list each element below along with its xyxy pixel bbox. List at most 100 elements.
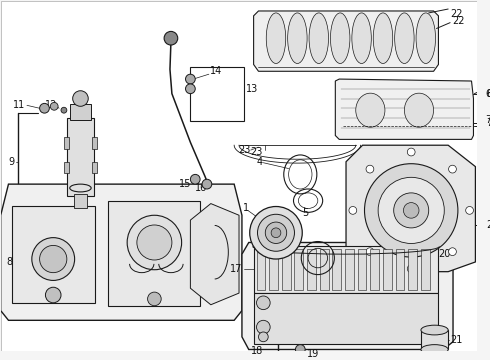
Text: 17: 17 — [230, 264, 242, 274]
Bar — [408, 249, 417, 290]
Ellipse shape — [394, 13, 414, 63]
Text: 18: 18 — [251, 346, 263, 356]
Circle shape — [137, 225, 172, 260]
Circle shape — [46, 287, 61, 303]
Bar — [358, 249, 367, 290]
Circle shape — [40, 246, 67, 273]
Text: 23: 23 — [238, 145, 250, 155]
Circle shape — [32, 238, 74, 280]
Text: 14: 14 — [210, 66, 222, 76]
Bar — [92, 138, 97, 149]
Bar — [67, 118, 94, 196]
Circle shape — [257, 296, 270, 310]
Circle shape — [448, 165, 456, 173]
Bar — [345, 249, 354, 290]
Bar — [74, 194, 87, 208]
Circle shape — [40, 103, 49, 113]
Ellipse shape — [309, 13, 328, 63]
Circle shape — [407, 265, 415, 273]
Circle shape — [366, 165, 374, 173]
Bar — [274, 354, 282, 358]
Circle shape — [147, 292, 161, 306]
Text: 16: 16 — [195, 183, 207, 193]
Ellipse shape — [266, 13, 286, 63]
Circle shape — [259, 332, 268, 342]
Bar — [254, 246, 439, 293]
Text: 5: 5 — [302, 208, 309, 218]
Bar — [64, 162, 69, 174]
Circle shape — [403, 203, 419, 218]
Ellipse shape — [416, 13, 436, 63]
Circle shape — [202, 179, 212, 189]
Text: 21: 21 — [450, 335, 463, 345]
Bar — [254, 293, 439, 344]
Bar — [92, 162, 97, 174]
Circle shape — [257, 320, 270, 334]
Text: 13: 13 — [246, 84, 258, 94]
Bar — [307, 249, 316, 290]
Ellipse shape — [352, 13, 371, 63]
Ellipse shape — [330, 13, 350, 63]
Bar — [70, 104, 91, 120]
Circle shape — [448, 248, 456, 256]
Circle shape — [61, 107, 67, 113]
Ellipse shape — [373, 13, 392, 63]
Text: 6: 6 — [485, 89, 490, 99]
Bar — [108, 201, 200, 306]
Ellipse shape — [356, 93, 385, 127]
Circle shape — [378, 177, 444, 243]
Circle shape — [50, 102, 58, 110]
Text: 22: 22 — [452, 16, 465, 26]
Text: 4: 4 — [257, 157, 263, 167]
Ellipse shape — [404, 93, 434, 127]
Circle shape — [365, 164, 458, 257]
Text: 6: 6 — [486, 89, 490, 99]
Bar — [332, 249, 341, 290]
Text: 23: 23 — [251, 147, 263, 157]
Polygon shape — [191, 204, 239, 305]
Ellipse shape — [421, 345, 448, 354]
Text: 7: 7 — [485, 115, 490, 125]
Text: 10: 10 — [22, 220, 34, 230]
Bar — [383, 249, 392, 290]
Circle shape — [191, 174, 200, 184]
Bar — [269, 249, 278, 290]
Bar — [191, 67, 244, 121]
Bar — [294, 249, 303, 290]
Circle shape — [295, 345, 305, 354]
Bar — [64, 138, 69, 149]
Ellipse shape — [421, 325, 448, 335]
Text: 8: 8 — [6, 257, 13, 267]
Text: 2: 2 — [486, 220, 490, 230]
Bar — [421, 249, 430, 290]
Text: 1: 1 — [243, 203, 249, 213]
Circle shape — [186, 74, 195, 84]
Polygon shape — [346, 145, 475, 272]
Polygon shape — [335, 79, 473, 139]
Polygon shape — [254, 11, 439, 71]
Circle shape — [258, 214, 294, 251]
Bar — [12, 206, 95, 303]
Circle shape — [271, 228, 281, 238]
Circle shape — [164, 31, 178, 45]
Bar — [282, 249, 291, 290]
Text: 3: 3 — [314, 272, 320, 282]
Text: 7: 7 — [486, 118, 490, 128]
Ellipse shape — [288, 13, 307, 63]
Circle shape — [127, 215, 182, 270]
Text: 15: 15 — [179, 179, 191, 189]
Circle shape — [73, 91, 88, 106]
Text: 9: 9 — [8, 157, 15, 167]
Text: 19: 19 — [307, 349, 319, 359]
Polygon shape — [0, 184, 242, 320]
Bar — [421, 330, 448, 350]
Bar — [257, 249, 265, 290]
Text: 20: 20 — [439, 249, 451, 259]
Circle shape — [265, 222, 287, 243]
Circle shape — [407, 148, 415, 156]
Bar — [395, 249, 404, 290]
Circle shape — [349, 207, 357, 214]
Text: 12: 12 — [46, 100, 58, 110]
Bar — [370, 249, 379, 290]
Circle shape — [186, 84, 195, 94]
